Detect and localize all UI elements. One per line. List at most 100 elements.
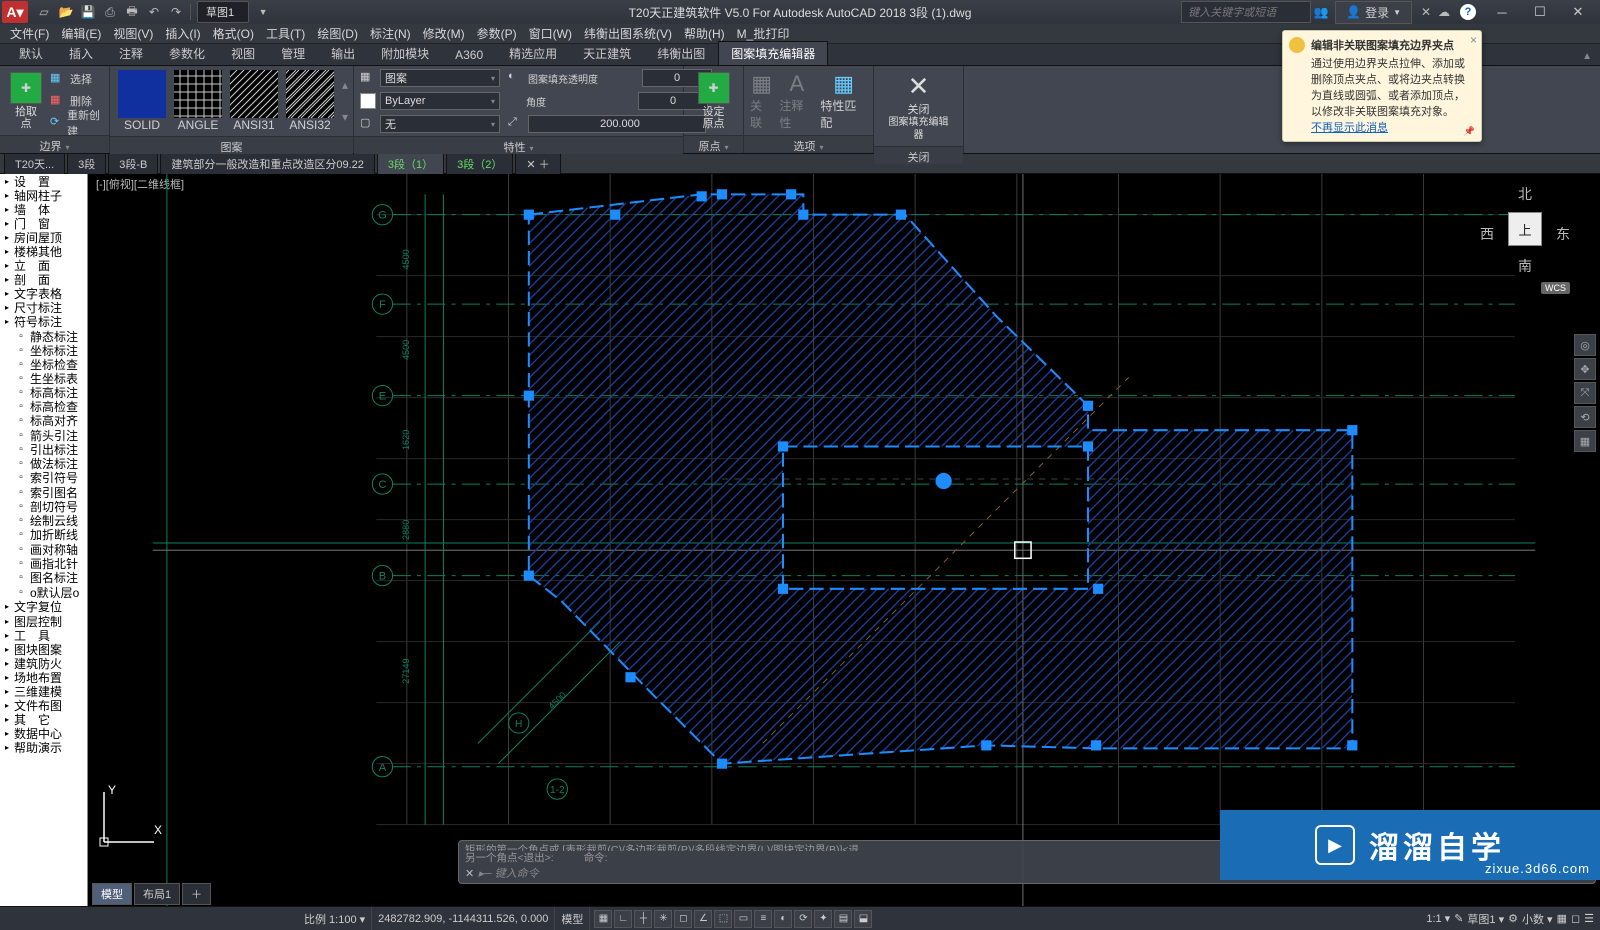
hatch-type-icon[interactable]: ▦ (360, 70, 376, 86)
panel-options-title[interactable]: 选项 (744, 135, 873, 153)
plot-icon[interactable]: 🖶 (124, 4, 140, 20)
ortho-toggle-icon[interactable]: ┼ (634, 910, 652, 928)
ribbon-tab[interactable]: 视图 (218, 41, 268, 65)
doc-tab[interactable]: 3段（2） (446, 153, 513, 174)
match-props-button[interactable]: ▦特性匹配 (820, 71, 867, 131)
nav-bar[interactable]: ◎ ✥ ⤧ ⟲ ▦ (1574, 334, 1596, 452)
app-logo[interactable]: A▾ (2, 1, 28, 23)
minimize-button[interactable]: ─ (1484, 1, 1520, 23)
maximize-button[interactable]: ☐ (1522, 1, 1558, 23)
snap-toggle-icon[interactable]: ∟ (614, 910, 632, 928)
cmd-close-icon[interactable]: ✕ (465, 867, 474, 880)
saveas-icon[interactable]: ⎙ (102, 4, 118, 20)
doc-tab[interactable]: 3段-B (108, 153, 158, 174)
ribbon-tab[interactable]: 天正建筑 (570, 41, 644, 65)
redo-icon[interactable]: ↷ (168, 4, 184, 20)
status-toggle-icons[interactable]: ▦ ∟ ┼ ✳ ◻ ∠ ⬚ ▭ ≡ ◐ ⟳ ✦ ▤ ⬓ (590, 910, 876, 928)
palette-item[interactable]: ▸符号标注 (0, 314, 87, 328)
transparency-toggle-icon[interactable]: ◐ (774, 910, 792, 928)
close-editor-button[interactable]: ✕ 关闭图案填充编辑器 (880, 68, 957, 144)
nav-orbit-icon[interactable]: ⟲ (1574, 406, 1596, 428)
associative-button[interactable]: ▦关联 (750, 71, 773, 131)
ribbon-tab[interactable]: 附加模块 (368, 41, 442, 65)
hatch-pattern-angle[interactable]: ANGLE (174, 70, 222, 132)
ribbon-tab[interactable]: 图案填充编辑器 (718, 41, 828, 65)
dyn-toggle-icon[interactable]: ▭ (734, 910, 752, 928)
status-annodoc[interactable]: 草图1 ▾ (1467, 911, 1504, 927)
sc-toggle-icon[interactable]: ⬓ (854, 910, 872, 928)
cloud-icon[interactable]: ☁ (1436, 4, 1452, 20)
nav-pan-icon[interactable]: ✥ (1574, 358, 1596, 380)
panel-origin-title[interactable]: 原点 (684, 135, 743, 153)
hatch-pattern-solid[interactable]: SOLID (118, 70, 166, 132)
status-annoscale[interactable]: 1:1 ▾ (1426, 912, 1450, 925)
ribbon-tab[interactable]: 注释 (106, 41, 156, 65)
palette-item[interactable]: ▸帮助演示 (0, 740, 87, 754)
ribbon-tab[interactable]: 纬衡出图 (644, 41, 718, 65)
save-icon[interactable]: 💾 (80, 4, 96, 20)
hatch-bg-icon[interactable]: ▢ (360, 116, 376, 132)
nav-zoom-icon[interactable]: ⤧ (1574, 382, 1596, 404)
layout-tab[interactable]: 布局1 (134, 883, 180, 905)
polar-toggle-icon[interactable]: ✳ (654, 910, 672, 928)
panel-props-title[interactable]: 特性 (354, 136, 683, 154)
open-icon[interactable]: 📂 (58, 4, 74, 20)
canvas-svg[interactable]: GFECBA450045001620288027149H1-24500 (88, 174, 1600, 906)
dynucs-toggle-icon[interactable]: ⬚ (714, 910, 732, 928)
scale-field[interactable]: 200.000 (528, 115, 706, 133)
doc-tab[interactable]: T20天... (4, 153, 65, 174)
status-scale[interactable]: 比例 1:100 ▾ (298, 907, 372, 930)
qat-doc-dropdown[interactable]: 草图1 (197, 1, 249, 23)
nav-wheel-icon[interactable]: ◎ (1574, 334, 1596, 356)
annotative-button[interactable]: A注释性 (779, 71, 814, 131)
hatch-bg-combo[interactable]: 无 (380, 115, 500, 133)
ribbon-tab[interactable]: 管理 (268, 41, 318, 65)
status-units[interactable]: 小数 ▾ (1522, 911, 1553, 927)
palette-item[interactable]: ▸文字复位 (0, 599, 87, 613)
status-model[interactable]: 模型 (555, 907, 590, 930)
ribbon-tab[interactable]: 输出 (318, 41, 368, 65)
hatch-pattern-ansi31[interactable]: ANSI31 (230, 70, 278, 132)
drawing-canvas[interactable]: [-][俯视][二维线框] GFECBA45004500162028802714… (88, 174, 1600, 906)
palette-item[interactable]: ▫标高对齐 (0, 413, 87, 427)
doc-tab[interactable]: 3段 (67, 153, 106, 174)
hatch-color-swatch[interactable] (360, 93, 376, 109)
layout-tab[interactable]: 模型 (92, 883, 132, 905)
notification-close-icon[interactable]: × (1470, 33, 1477, 47)
exchange-icon[interactable]: ✕ (1418, 4, 1434, 20)
doc-tab[interactable]: 建筑部分一般改造和重点改造区分09.22 (160, 153, 375, 174)
undo-icon[interactable]: ↶ (146, 4, 162, 20)
osnap-toggle-icon[interactable]: ◻ (674, 910, 692, 928)
layout-tab-add[interactable]: ＋ (182, 883, 211, 905)
hatch-type-combo[interactable]: 图案 (380, 69, 500, 87)
set-origin-button[interactable]: ✚ 设定原点 (694, 70, 734, 132)
qp-toggle-icon[interactable]: ▤ (834, 910, 852, 928)
ribbon-tab[interactable]: 默认 (6, 41, 56, 65)
otrack-toggle-icon[interactable]: ∠ (694, 910, 712, 928)
new-icon[interactable]: ▱ (36, 4, 52, 20)
cycling-toggle-icon[interactable]: ⟳ (794, 910, 812, 928)
recreate-boundary-button[interactable]: ⟳重新创建 (50, 113, 103, 133)
close-button[interactable]: ✕ (1560, 1, 1596, 23)
left-tool-palette[interactable]: ▸设 置▸轴网柱子▸墙 体▸门 窗▸房间屋顶▸楼梯其他▸立 面▸剖 面▸文字表格… (0, 174, 88, 906)
nav-showmotion-icon[interactable]: ▦ (1574, 430, 1596, 452)
select-boundary-button[interactable]: ▦选择 (50, 69, 103, 89)
ribbon-tab[interactable]: 精选应用 (496, 41, 570, 65)
ribbon-minimize-icon[interactable]: ▲ (1574, 48, 1600, 65)
lwt-toggle-icon[interactable]: ≡ (754, 910, 772, 928)
view-cube[interactable]: 北 南 西 东 上 WCS (1480, 184, 1570, 294)
ribbon-tab[interactable]: 插入 (56, 41, 106, 65)
notification-link[interactable]: 不再显示此消息 (1311, 122, 1388, 134)
grid-toggle-icon[interactable]: ▦ (594, 910, 612, 928)
palette-item[interactable]: ▫加折断线 (0, 527, 87, 541)
doc-tab-add[interactable]: ✕ ＋ (515, 153, 560, 174)
doc-tab[interactable]: 3段（1） (377, 153, 444, 174)
login-button[interactable]: 👤登录▼ (1335, 1, 1412, 24)
pick-points-button[interactable]: ✚ 拾取点 (6, 70, 46, 132)
panel-boundary-title[interactable]: 边界 (0, 135, 109, 153)
ribbon-tab[interactable]: 参数化 (156, 41, 218, 65)
hatch-pattern-ansi32[interactable]: ANSI32 (286, 70, 334, 132)
layout-tabs[interactable]: 模型布局1＋ (92, 884, 211, 904)
qat-more-icon[interactable]: ▼ (255, 4, 271, 20)
ribbon-tab[interactable]: A360 (442, 44, 496, 65)
